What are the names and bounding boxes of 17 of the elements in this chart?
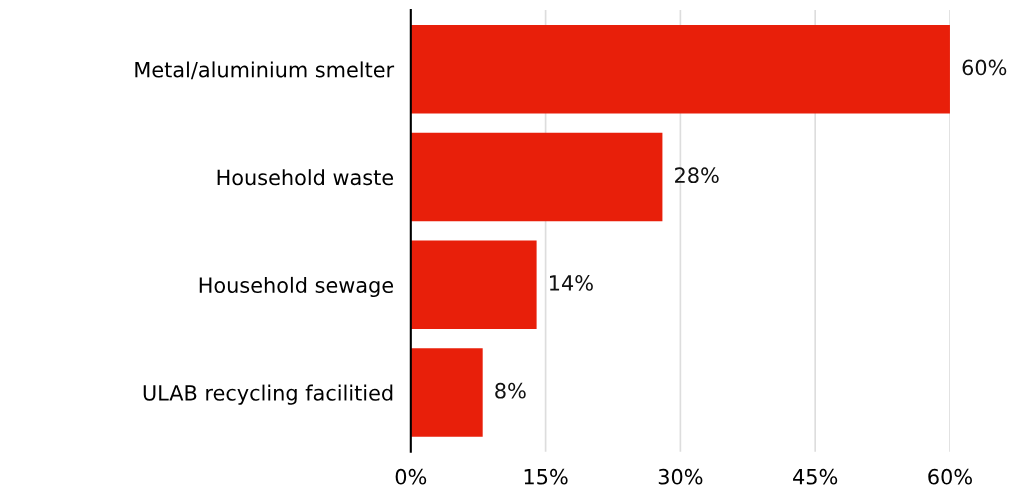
bar	[410, 240, 537, 329]
data-label: 8%	[495, 382, 526, 399]
y-tick-label: ULAB recycling facilitied	[143, 384, 393, 405]
y-tick-label: Metal/aluminium smelter	[135, 61, 395, 80]
bar	[410, 348, 483, 437]
data-label: 60%	[962, 59, 1007, 76]
data-label: 28%	[675, 167, 719, 184]
bar	[410, 25, 950, 114]
bar	[410, 132, 663, 222]
data-label: 14%	[550, 275, 593, 291]
y-tick-label: Household sewage	[199, 276, 394, 298]
y-tick-label: Household waste	[217, 169, 394, 186]
x-tick-label: 0%	[395, 468, 427, 485]
x-tick-label: 60%	[928, 468, 972, 485]
x-tick-label: 15%	[524, 468, 568, 485]
x-tick-label: 30%	[658, 468, 703, 485]
x-tick-label: 45%	[793, 468, 838, 485]
